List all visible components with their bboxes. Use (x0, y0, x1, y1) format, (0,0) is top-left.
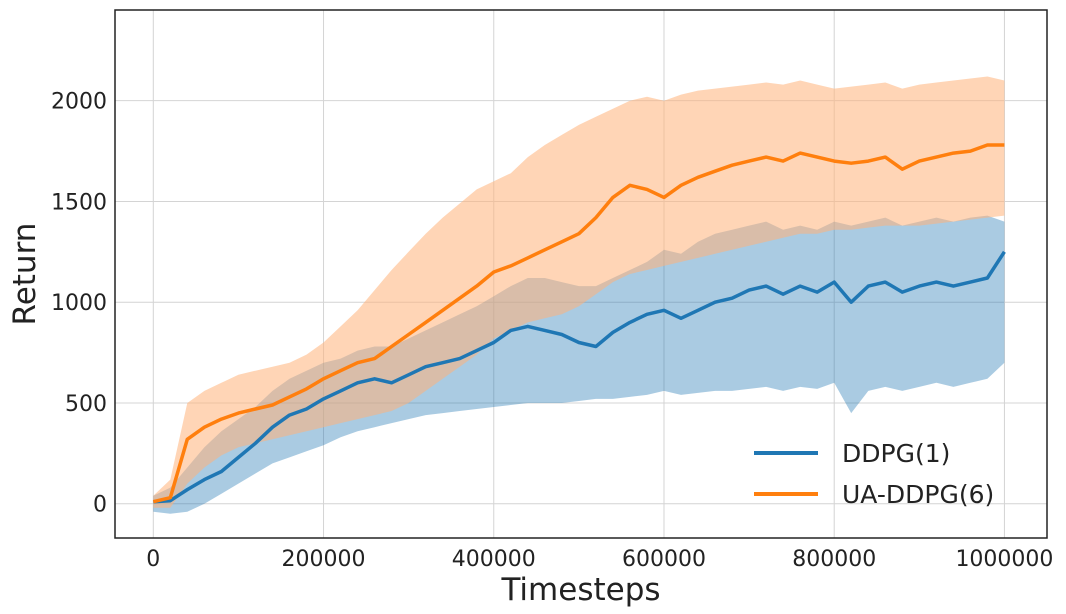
x-tick-label: 400000 (452, 547, 536, 572)
x-axis-ticks: 0 200000 400000 600000 800000 1000000 (146, 547, 1053, 572)
legend-label-ua-ddpg: UA-DDPG(6) (842, 480, 994, 509)
y-tick-label: 0 (93, 493, 107, 518)
plot-frame (114, 9, 1048, 539)
y-tick-label: 1000 (51, 291, 107, 316)
ua-ddpg-line (152, 143, 1005, 504)
y-tick-label: 2000 (51, 90, 107, 115)
x-axis-label: Timesteps (500, 572, 660, 608)
legend: DDPG(1) UA-DDPG(6) (754, 439, 994, 509)
series-lines (152, 143, 1006, 504)
y-axis-ticks: 0 500 1000 1500 2000 (51, 90, 107, 518)
x-tick-label: 600000 (622, 547, 706, 572)
ua-ddpg-confidence-band (153, 76, 1005, 508)
legend-label-ddpg: DDPG(1) (842, 439, 950, 468)
x-tick-label: 800000 (792, 547, 876, 572)
y-axis-label: Return (7, 223, 43, 326)
ddpg-line (153, 250, 1006, 504)
y-tick-label: 500 (65, 392, 107, 417)
x-tick-label: 200000 (282, 547, 366, 572)
x-tick-label: 1000000 (955, 547, 1053, 572)
y-tick-label: 1500 (51, 190, 107, 215)
x-tick-label: 0 (146, 547, 160, 572)
